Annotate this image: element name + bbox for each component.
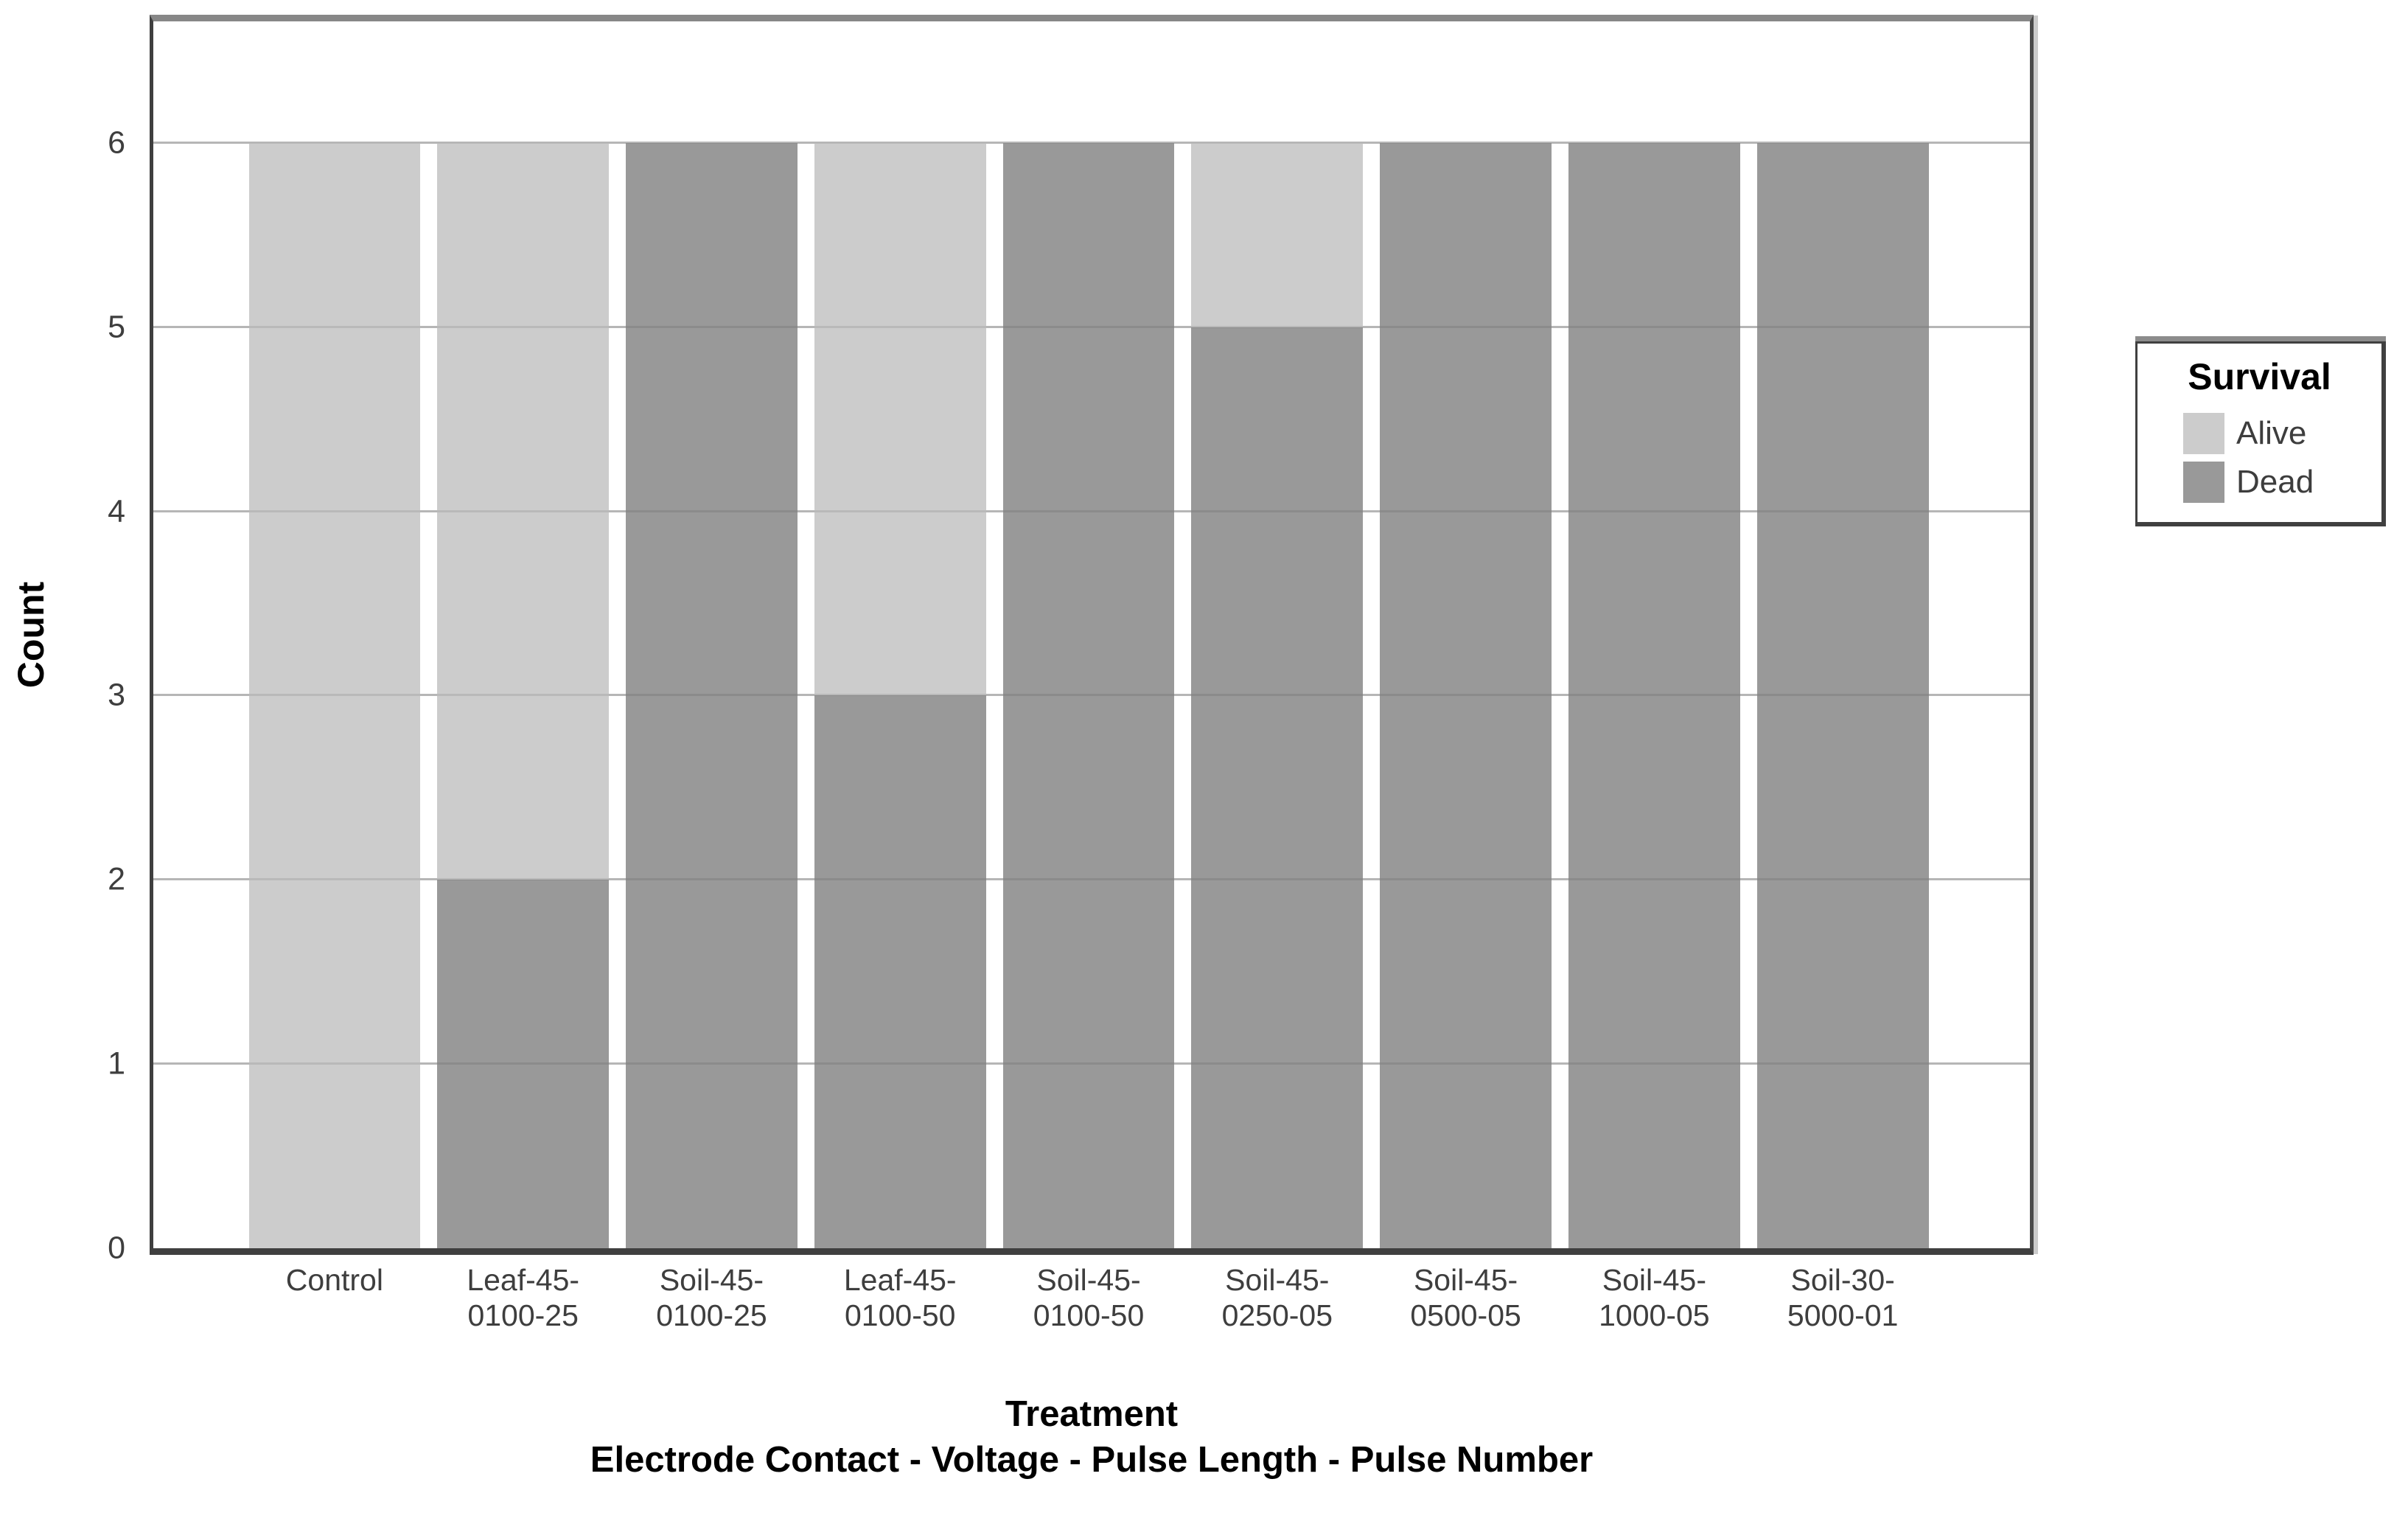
x-tick-label: Soil-45- 0100-25	[618, 1262, 806, 1333]
x-tick-label: Soil-45- 0250-05	[1183, 1262, 1372, 1333]
legend-label: Dead	[2236, 464, 2314, 500]
gridline	[153, 141, 2030, 144]
x-tick-label-line: 0100-25	[656, 1298, 767, 1332]
legend-item: Alive	[2183, 413, 2381, 454]
plot-area	[150, 15, 2034, 1255]
x-tick-label: Soil-30- 5000-01	[1748, 1262, 1937, 1333]
legend-item: Dead	[2183, 462, 2381, 503]
bar-segment-alive	[248, 142, 421, 1248]
x-tick-label: Soil-45- 0500-05	[1372, 1262, 1560, 1333]
bar	[437, 142, 610, 1248]
bar	[814, 142, 986, 1248]
bar-slot	[1560, 21, 1748, 1248]
y-tick-label: 6	[108, 125, 125, 161]
x-tick-label-line: Leaf-45-	[467, 1263, 580, 1297]
bar	[1756, 142, 1929, 1248]
bar	[248, 142, 421, 1248]
legend-label: Alive	[2236, 415, 2307, 451]
bar-segment-dead	[1568, 142, 1740, 1248]
bar-slot	[240, 21, 429, 1248]
x-tick-label-line: 0500-05	[1410, 1298, 1521, 1332]
bar-segment-dead	[1002, 142, 1175, 1248]
bar	[1002, 142, 1175, 1248]
y-tick-label: 0	[108, 1230, 125, 1266]
bar-slot	[806, 21, 994, 1248]
legend-items: Alive Dead	[2183, 413, 2381, 503]
x-tick-label-line: 1000-05	[1599, 1298, 1710, 1332]
x-tick-label-line: Soil-45-	[1225, 1263, 1330, 1297]
y-tick-label: 4	[108, 493, 125, 529]
bar-slot	[1748, 21, 1937, 1248]
x-tick-label-line: 0100-25	[467, 1298, 579, 1332]
bar	[626, 142, 798, 1248]
x-tick-label: Control	[240, 1262, 429, 1333]
x-tick-label: Leaf-45- 0100-50	[806, 1262, 994, 1333]
x-tick-label-line: Soil-30-	[1790, 1263, 1895, 1297]
y-tick-label: 5	[108, 309, 125, 345]
bars-row	[153, 21, 2030, 1248]
bar-segment-alive	[1191, 142, 1364, 327]
x-tick-label-line: Control	[285, 1263, 383, 1297]
x-tick-label: Soil-45- 1000-05	[1560, 1262, 1748, 1333]
x-tick-label-line: 0100-50	[1033, 1298, 1145, 1332]
legend-swatch-alive	[2183, 413, 2224, 454]
x-tick-label-line: Soil-45-	[1036, 1263, 1141, 1297]
bar-segment-dead	[1191, 327, 1364, 1248]
x-axis-title-block: Treatment Electrode Contact - Voltage - …	[150, 1393, 2034, 1480]
legend-swatch-dead	[2183, 462, 2224, 503]
bar-slot	[1183, 21, 1372, 1248]
x-tick-label-line: 0100-50	[845, 1298, 956, 1332]
legend-title: Survival	[2188, 356, 2331, 397]
y-tick-label: 1	[108, 1045, 125, 1082]
bar-segment-alive	[814, 142, 986, 696]
bar-slot	[1372, 21, 1560, 1248]
x-tick-label-line: 0250-05	[1221, 1298, 1333, 1332]
bar-segment-dead	[1380, 142, 1552, 1248]
bar	[1380, 142, 1552, 1248]
x-tick-label: Soil-45- 0100-50	[994, 1262, 1183, 1333]
bar	[1568, 142, 1740, 1248]
bar-segment-dead	[1756, 142, 1929, 1248]
bar-segment-alive	[437, 142, 610, 880]
y-tick-label: 2	[108, 861, 125, 897]
bar-slot	[618, 21, 806, 1248]
bar-slot	[994, 21, 1183, 1248]
x-tick-label-line: Leaf-45-	[843, 1263, 957, 1297]
bar-segment-dead	[626, 142, 798, 1248]
y-tick-label: 3	[108, 677, 125, 713]
bar-slot	[429, 21, 618, 1248]
x-axis-title: Treatment	[1005, 1394, 1179, 1434]
y-axis-tick-labels: 0 1 2 3 4 5 6	[0, 21, 139, 1264]
bar	[1191, 142, 1364, 1248]
x-axis-subtitle: Electrode Contact - Voltage - Pulse Leng…	[590, 1440, 1594, 1480]
x-tick-label-line: 5000-01	[1787, 1298, 1899, 1332]
bar-segment-dead	[814, 695, 986, 1248]
bar-segment-dead	[437, 880, 610, 1248]
x-tick-label-line: Soil-45-	[1602, 1263, 1706, 1297]
x-tick-label-line: Soil-45-	[1413, 1263, 1518, 1297]
legend: Survival Alive Dead	[2135, 341, 2386, 526]
x-tick-label-line: Soil-45-	[659, 1263, 764, 1297]
x-tick-label: Leaf-45- 0100-25	[429, 1262, 618, 1333]
x-axis-tick-labels: Control Leaf-45- 0100-25 Soil-45- 0100-25 Lea…	[153, 1262, 2030, 1333]
